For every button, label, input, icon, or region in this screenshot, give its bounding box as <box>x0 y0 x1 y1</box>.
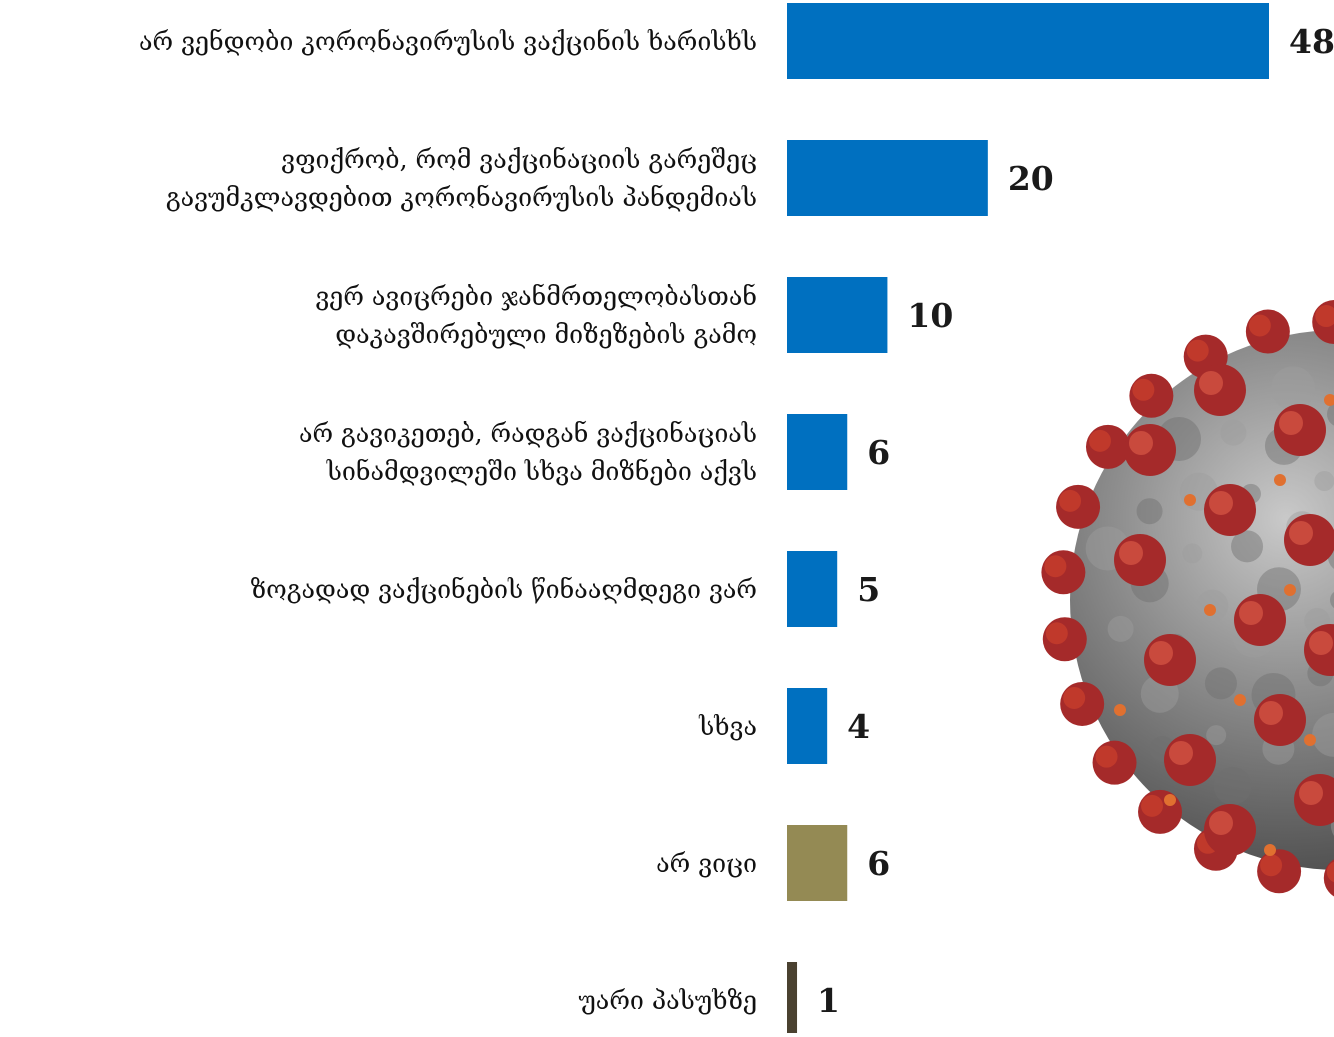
membrane-protein <box>1234 694 1246 706</box>
virus-texture <box>1330 592 1334 608</box>
data-label: 6 <box>867 433 890 472</box>
bar <box>787 962 798 1037</box>
bar <box>787 277 888 353</box>
membrane-protein <box>1114 704 1126 716</box>
spike-highlight <box>1299 781 1323 805</box>
bar <box>787 825 848 901</box>
bar-row: 6 არ ვიცი <box>656 825 890 901</box>
spike-highlight <box>1315 305 1334 328</box>
membrane-protein <box>1274 474 1286 486</box>
spike-highlight <box>1045 622 1068 645</box>
category-label: არ ვენდობი კორონავირუსის ვაქცინის ხარისხ… <box>139 27 757 56</box>
spike-highlight <box>1169 741 1193 765</box>
data-label: 4 <box>847 707 870 746</box>
spike-highlight <box>1260 854 1283 877</box>
category-label: სხვა <box>698 712 757 741</box>
spike-highlight <box>1059 489 1082 512</box>
virus-texture <box>1312 712 1334 757</box>
virus-texture <box>1213 766 1252 805</box>
spike-highlight <box>1141 794 1164 817</box>
virus-texture <box>1314 471 1334 492</box>
spike-highlight <box>1044 555 1067 578</box>
bar <box>787 414 848 490</box>
virus-texture <box>1231 530 1264 563</box>
membrane-protein <box>1204 604 1216 616</box>
bar <box>787 551 838 627</box>
spike-highlight <box>1309 631 1333 655</box>
bars-layer: 48 არ ვენდობი კორონავირუსის ვაქცინის ხარი… <box>139 3 1334 1037</box>
category-label: არ გავიკეთებ, რადგან ვაქცინაციას <box>299 419 757 448</box>
data-label: 6 <box>867 844 890 883</box>
virus-texture <box>1206 725 1227 746</box>
spike-highlight <box>1132 378 1155 401</box>
category-label: დაკავშირებული მიზეზების გამო <box>335 320 757 349</box>
bar <box>787 688 828 764</box>
virus-texture <box>1220 419 1247 446</box>
category-label: ვერ ავიცრები ჯანმრთელობასთან <box>315 282 757 311</box>
virus-texture <box>1271 366 1316 411</box>
spike-highlight <box>1279 411 1303 435</box>
spike-highlight <box>1248 314 1271 337</box>
data-label: 20 <box>1008 159 1054 198</box>
membrane-protein <box>1164 794 1176 806</box>
spike-highlight <box>1063 686 1086 709</box>
spike-highlight <box>1129 431 1153 455</box>
data-label: 10 <box>907 296 953 335</box>
category-label: არ ვიცი <box>656 849 757 878</box>
virus-texture <box>1107 615 1134 642</box>
spike-highlight <box>1088 429 1111 452</box>
spike-highlight <box>1209 491 1233 515</box>
data-label: 1 <box>817 981 840 1020</box>
virus-texture <box>1136 498 1163 525</box>
membrane-protein <box>1184 494 1196 506</box>
spike-highlight <box>1209 811 1233 835</box>
category-label: ვფიქრობ, რომ ვაქცინაციის გარეშეც <box>281 145 757 174</box>
spike-highlight <box>1186 339 1209 362</box>
bar-row: 5 ზოგადად ვაქცინების წინააღმდეგი ვარ <box>251 551 880 627</box>
bar-row: 20 ვფიქრობ, რომ ვაქცინაციის გარეშეც გავუმკ… <box>166 140 1054 216</box>
category-label: სინამდვილეში სხვა მიზნები აქვს <box>326 457 757 486</box>
membrane-protein <box>1324 394 1334 406</box>
category-label: უარი პასუხზე <box>578 986 757 1015</box>
membrane-protein <box>1284 584 1296 596</box>
spike-highlight <box>1259 701 1283 725</box>
bar-row: 6 არ გავიკეთებ, რადგან ვაქცინაციას სინამდვ… <box>299 414 890 490</box>
data-label: 48 <box>1289 22 1334 61</box>
spike-highlight <box>1199 371 1223 395</box>
bar-row: 48 არ ვენდობი კორონავირუსის ვაქცინის ხარი… <box>139 3 1334 79</box>
bar-row: 4 სხვა <box>698 688 870 764</box>
bar-row: 1 უარი პასუხზე <box>578 962 840 1037</box>
spike-highlight <box>1326 861 1334 883</box>
category-label: ზოგადად ვაქცინების წინააღმდეგი ვარ <box>251 575 757 604</box>
spike-highlight <box>1095 745 1118 768</box>
bar-row: 10 ვერ ავიცრები ჯანმრთელობასთან დაკავშირებ… <box>315 277 953 353</box>
virus-texture <box>1204 667 1237 700</box>
spike-highlight <box>1289 521 1313 545</box>
spike-highlight <box>1239 601 1263 625</box>
membrane-protein <box>1264 844 1276 856</box>
virus-texture <box>1327 402 1334 426</box>
data-label: 5 <box>857 570 880 609</box>
category-label: გავუმკლავდებით კორონავირუსის პანდემიას <box>166 183 757 212</box>
coronavirus-illustration <box>1041 300 1334 897</box>
spike-highlight <box>1149 641 1173 665</box>
membrane-protein <box>1304 734 1316 746</box>
spike-highlight <box>1119 541 1143 565</box>
bar <box>787 3 1269 79</box>
virus-texture <box>1182 543 1203 564</box>
bar <box>787 140 988 216</box>
